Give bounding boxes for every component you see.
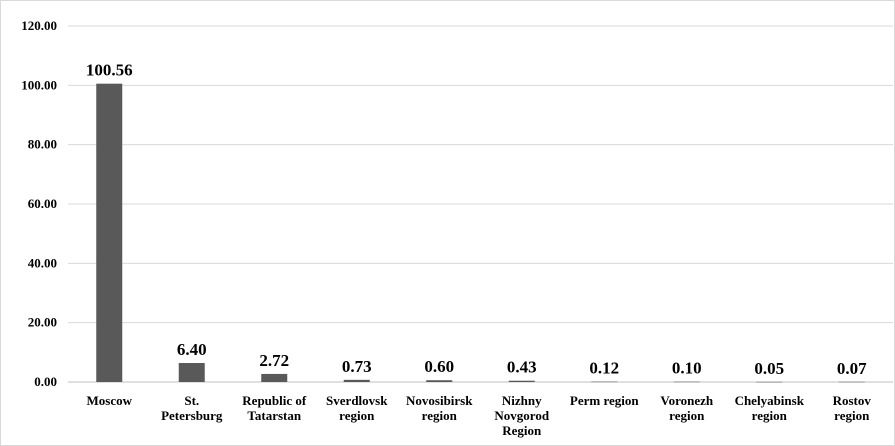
bar [756,381,783,383]
bar [261,373,288,382]
category-label: Nizhny Novgorod Region [494,393,549,438]
category-label: Novosibirsk region [406,393,473,423]
data-label: 0.10 [672,359,702,378]
data-labels: 100.56 6.40 2.72 0.73 0.60 0.43 0.12 0.10 0.05 0.… [86,61,867,378]
category-label: St. Petersburg [161,393,223,423]
bar [673,381,700,383]
y-tick-label: 120.00 [21,18,57,33]
bar [343,379,370,382]
y-tick-label: 60.00 [28,196,57,211]
data-label: 100.56 [86,61,133,80]
data-label: 0.60 [424,357,454,376]
data-label: 0.43 [507,358,537,377]
data-label: 2.72 [259,351,289,370]
bar [508,380,535,382]
category-label: Republic of Tatarstan [242,393,307,423]
bar [426,380,453,382]
data-label: 0.05 [754,359,784,378]
category-label: Chelyabinsk region [735,393,805,423]
category-label: Voronezh region [660,393,714,423]
bar [96,83,123,382]
category-label: Sverdlovsk region [326,393,388,423]
data-label: 0.12 [589,359,619,378]
category-label: Moscow [87,393,133,408]
data-label: 6.40 [177,340,207,359]
y-tick-label: 20.00 [28,315,57,330]
x-axis-labels: Moscow St. Petersburg Republic of Tatarstan S… [87,393,872,438]
y-tick-label: 80.00 [28,137,57,152]
y-tick-label: 40.00 [28,255,57,270]
bar [838,381,865,383]
category-label: Perm region [570,393,639,408]
gridlines [68,25,893,383]
bars [96,83,865,383]
y-tick-label: 0.00 [34,374,57,389]
data-label: 0.73 [342,357,372,376]
bar [178,363,205,382]
category-label: Rostov region [833,393,872,423]
y-axis-ticks: 0.00 20.00 40.00 60.00 80.00 100.00 120.00 [21,18,57,389]
data-label: 0.07 [837,359,867,378]
y-tick-label: 100.00 [21,77,57,92]
bar [591,381,618,383]
